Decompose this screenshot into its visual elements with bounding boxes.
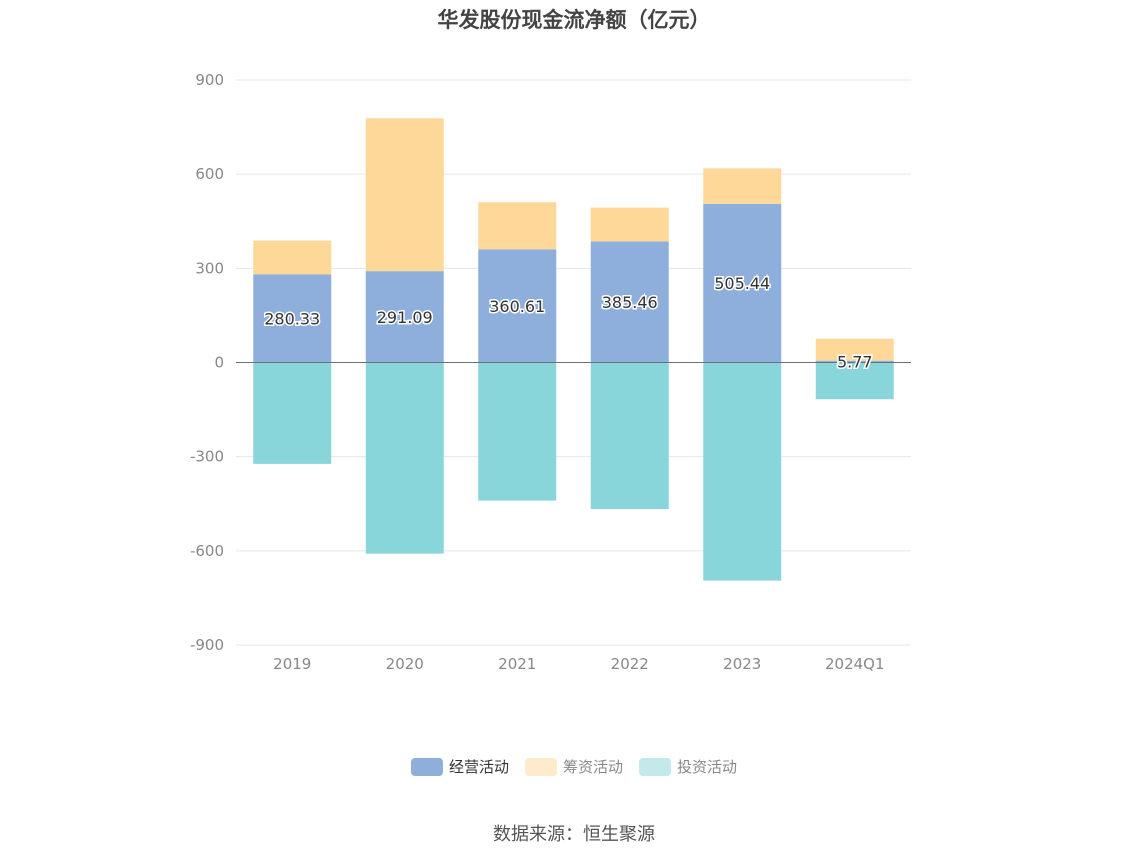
bar-series-2 [815,362,894,400]
bar-series-1 [590,207,669,242]
legend-item[interactable]: 经营活动 [410,756,509,777]
legend-label: 筹资活动 [562,758,623,776]
bar-series-1 [365,118,444,272]
bar-series-0 [590,241,669,363]
bar-series-1 [478,202,557,250]
data-label: 505.44 [714,274,770,293]
bar-series-0 [815,360,894,363]
bar-series-1 [253,240,332,275]
legend: 经营活动 筹资活动 投资活动 [0,756,1148,777]
x-tick-label: 2020 [386,655,424,673]
data-label: 385.46 [602,293,658,312]
bar-series-0 [253,274,332,363]
x-tick-label: 2022 [611,655,649,673]
bars [253,118,894,581]
bar-series-2 [590,362,669,510]
axes: 900 600 300 0 -300 -600 -900 2019 2020 2021 2022 20… [190,71,911,673]
legend-label: 投资活动 [677,758,738,776]
bar-series-0 [478,249,557,363]
bar-series-0 [703,203,782,363]
bar-series-2 [253,362,332,464]
y-tick-label: -600 [190,542,224,560]
bar-series-2 [703,362,782,581]
bar-series-2 [365,362,444,554]
y-tick-label: -300 [190,448,224,466]
legend-swatch [639,757,671,776]
bar-series-1 [703,168,782,204]
x-tick-label: 2019 [273,655,311,673]
data-labels: 280.33 291.09 360.61 385.46 505.44 5.77 [263,273,874,373]
data-label: 291.09 [377,308,433,327]
x-tick-label: 2021 [498,655,536,673]
data-label: 280.33 [264,310,320,329]
y-tick-label: 300 [195,259,224,277]
legend-swatch [524,757,557,776]
y-tick-label: 900 [195,71,224,89]
y-tick-label: -900 [190,636,224,654]
legend-swatch [410,757,443,776]
data-label: 360.61 [489,297,545,316]
data-label: 5.77 [837,353,873,372]
bar-series-2 [478,362,557,501]
legend-label: 经营活动 [448,758,509,776]
legend-item[interactable]: 投资活动 [639,756,737,777]
x-tick-label: 2024Q1 [825,655,885,673]
y-tick-label: 600 [195,165,224,183]
y-tick-label: 0 [214,354,224,372]
bar-series-0 [365,271,444,363]
chart-title: 华发股份现金流净额（亿元） [437,8,711,32]
bar-series-1 [815,338,894,361]
source-label: 数据来源：恒生聚源 [493,824,655,845]
x-tick-label: 2023 [723,655,761,673]
legend-item[interactable]: 筹资活动 [524,756,623,777]
